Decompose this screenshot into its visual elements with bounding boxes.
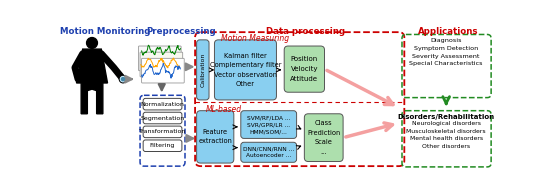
Text: Transformation: Transformation [139, 129, 186, 134]
FancyBboxPatch shape [197, 111, 234, 163]
FancyBboxPatch shape [143, 140, 182, 151]
Text: DNN/CNN/RNN ...
Autoencoder ...: DNN/CNN/RNN ... Autoencoder ... [243, 146, 294, 158]
Text: Calibration: Calibration [200, 53, 205, 87]
FancyBboxPatch shape [143, 112, 182, 124]
Text: Feature
extraction: Feature extraction [199, 129, 232, 144]
FancyBboxPatch shape [214, 40, 277, 100]
Text: Applications: Applications [418, 27, 478, 36]
FancyBboxPatch shape [143, 126, 182, 138]
Text: Neurological disorders
Musculoskeletal disorders
Mental health disorders
Other d: Neurological disorders Musculoskeletal d… [406, 121, 486, 149]
Text: Motion Monitoring: Motion Monitoring [60, 27, 150, 36]
Text: Class
Prediction
Scale
...: Class Prediction Scale ... [307, 120, 340, 155]
FancyBboxPatch shape [241, 111, 296, 138]
Polygon shape [76, 49, 107, 114]
Text: SVM/RF/LDA ...
SVR/GPR/LR ...
HMM/SOM/...: SVM/RF/LDA ... SVR/GPR/LR ... HMM/SOM/..… [247, 115, 290, 134]
FancyBboxPatch shape [197, 40, 209, 100]
Text: Filtering: Filtering [150, 143, 175, 148]
Text: Kalman filter
Complementary filter
Vector observation
Other: Kalman filter Complementary filter Vecto… [210, 53, 281, 87]
Text: Data processing: Data processing [266, 27, 345, 36]
Circle shape [122, 78, 124, 81]
Text: Diagnosis
Symptom Detection
Severity Assessment
Special Characteristics: Diagnosis Symptom Detection Severity Ass… [409, 38, 483, 66]
FancyBboxPatch shape [241, 142, 296, 162]
FancyBboxPatch shape [139, 46, 181, 71]
Circle shape [86, 38, 97, 48]
Text: Preprocessing: Preprocessing [146, 27, 216, 36]
FancyBboxPatch shape [140, 52, 183, 77]
FancyBboxPatch shape [141, 58, 184, 83]
Text: Disorders/Rehabilitation: Disorders/Rehabilitation [398, 114, 495, 120]
Text: Normalization: Normalization [141, 102, 184, 107]
FancyBboxPatch shape [284, 46, 324, 92]
Text: Segmentation: Segmentation [140, 116, 185, 121]
Circle shape [119, 75, 127, 83]
Text: Motion Measuring: Motion Measuring [221, 34, 289, 44]
FancyBboxPatch shape [304, 114, 343, 162]
FancyBboxPatch shape [143, 98, 182, 110]
Text: Position
Velocity
Attitude: Position Velocity Attitude [290, 56, 318, 82]
Text: ML-based: ML-based [206, 104, 242, 113]
